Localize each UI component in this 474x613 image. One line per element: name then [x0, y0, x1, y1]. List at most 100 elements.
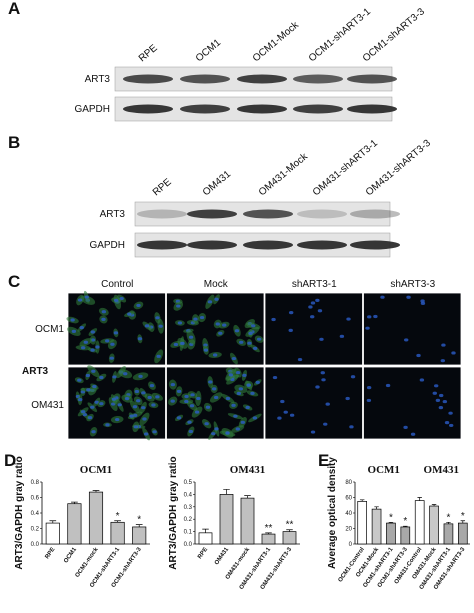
nucleus [440, 359, 446, 363]
y-tick-label: 40 [345, 511, 352, 517]
nucleus [225, 431, 230, 435]
panel-label: D [4, 451, 16, 470]
lane-label: OM431-Mock [257, 151, 311, 199]
bar [357, 501, 367, 545]
band [123, 104, 173, 114]
nucleus [211, 387, 217, 391]
error-bar [223, 489, 230, 495]
nucleus [207, 300, 213, 304]
row-label: GAPDH [74, 104, 110, 115]
y-axis-label: ART3/GAPDH gray ratio [14, 456, 25, 569]
error-bar [286, 529, 293, 532]
band [137, 240, 187, 250]
nucleus [297, 357, 303, 362]
bar [219, 494, 234, 545]
bar [371, 508, 382, 545]
nucleus [155, 395, 160, 399]
band [243, 240, 293, 250]
nucleus [246, 383, 251, 387]
bar [414, 500, 425, 545]
nucleus [141, 391, 146, 395]
nucleus [380, 295, 385, 299]
y-tick-label: 60 [345, 496, 352, 502]
significance: * [403, 516, 407, 527]
band [237, 74, 287, 84]
nucleus [187, 420, 192, 424]
nucleus [92, 384, 97, 389]
nucleus [234, 329, 240, 333]
nucleus [373, 314, 378, 319]
y-tick-label: 0.3 [184, 505, 193, 511]
error-bar [417, 497, 422, 501]
band [187, 240, 237, 250]
marker-label: ART3 [22, 366, 49, 377]
nucleus [90, 348, 95, 352]
row-label: OCM1 [35, 324, 64, 335]
nucleus [101, 317, 106, 322]
bar [198, 532, 213, 545]
y-tick-label: 0.4 [31, 511, 40, 517]
nucleus [176, 304, 181, 308]
band [297, 240, 347, 250]
nucleus [218, 331, 223, 335]
error-bar [374, 506, 379, 510]
bar [88, 491, 104, 545]
micrograph [363, 292, 462, 366]
nucleus [124, 397, 130, 401]
nucleus [323, 422, 328, 426]
nucleus [79, 325, 84, 330]
significance: ** [265, 523, 273, 534]
nucleus [406, 295, 411, 299]
significance: * [137, 515, 141, 526]
band [347, 104, 397, 114]
nucleus [231, 356, 237, 361]
nucleus [315, 298, 320, 302]
nucleus [127, 312, 132, 316]
nucleus [132, 405, 138, 409]
nucleus [180, 341, 185, 345]
nucleus [448, 423, 454, 428]
nucleus [346, 317, 351, 321]
nucleus [208, 380, 213, 384]
error-bar [135, 524, 143, 527]
nucleus [238, 387, 244, 391]
band [350, 240, 400, 250]
nucleus [404, 338, 409, 342]
nucleus [77, 298, 83, 302]
row-label: ART3 [85, 74, 111, 85]
nucleus [432, 391, 437, 395]
nucleus [86, 388, 91, 392]
x-tick-label: RPE [197, 547, 209, 561]
significance: * [389, 512, 393, 523]
error-bar [49, 520, 57, 524]
nucleus [345, 396, 350, 401]
y-axis-label: ART3/GAPDH gray ratio [168, 456, 179, 569]
panel-label: C [8, 272, 20, 291]
nucleus [214, 297, 219, 301]
nucleus [442, 399, 448, 404]
nucleus [188, 335, 194, 339]
lane-label: OCM1-Mock [251, 19, 302, 64]
nucleus [143, 432, 149, 436]
nucleus [170, 399, 175, 403]
nucleus [439, 393, 444, 398]
lane-label: RPE [137, 42, 160, 64]
nucleus [173, 342, 179, 347]
bar [282, 531, 297, 545]
micrograph [363, 366, 462, 440]
error-bar [460, 520, 466, 524]
y-tick-label: 0.2 [184, 517, 193, 523]
band [293, 104, 343, 114]
bar [67, 503, 82, 545]
nucleus [403, 425, 408, 429]
nucleus [416, 353, 421, 358]
nucleus [251, 324, 256, 328]
nucleus [80, 346, 86, 350]
nucleus [196, 396, 201, 401]
y-tick-label: 0.0 [184, 542, 193, 548]
nucleus [245, 405, 250, 410]
nucleus [231, 403, 236, 407]
nucleus [110, 342, 115, 346]
nucleus [77, 398, 83, 402]
nucleus [95, 345, 100, 349]
